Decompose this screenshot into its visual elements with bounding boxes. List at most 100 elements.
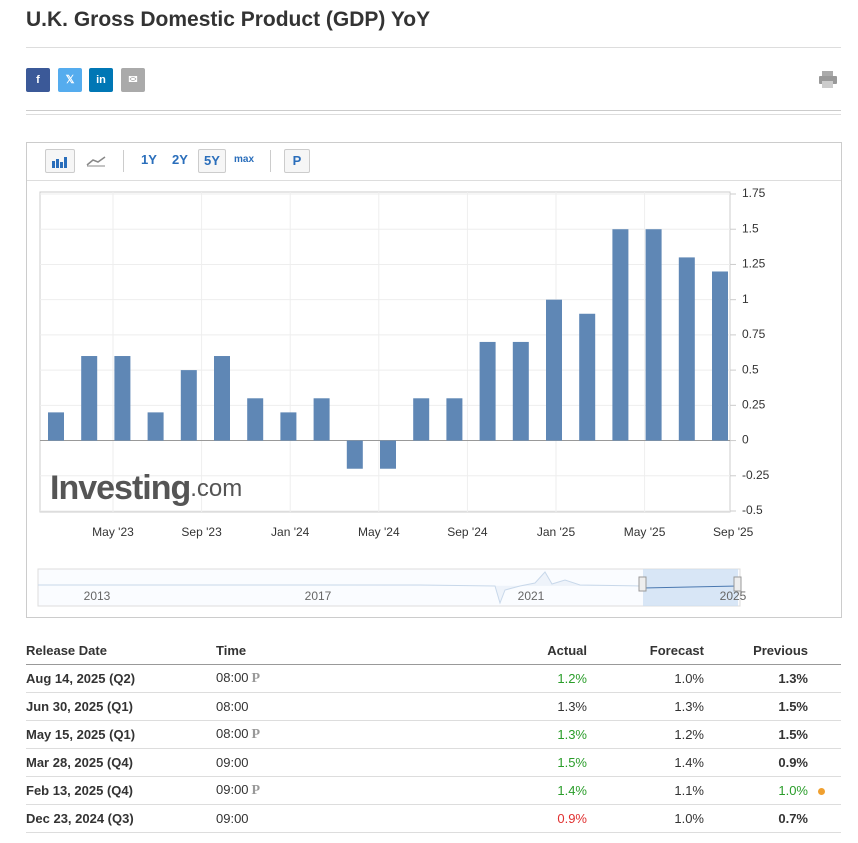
time: 08:00 [216,726,249,741]
bar [678,257,695,441]
y-tick-label: 0.75 [742,327,766,341]
watermark-domain: .com [190,475,242,502]
range-button[interactable]: max [233,154,254,165]
time-cell: 08:00 [216,692,416,721]
actual: 1.4% [416,776,587,805]
table-row: Jun 30, 2025 (Q1) 08:00 1.3% 1.3% 1.5% [26,692,841,721]
bar [81,356,98,441]
y-tick-label: 1.5 [742,221,759,235]
revision-cell [808,720,841,749]
plot-frame [39,191,731,513]
linkedin-share[interactable]: in [89,68,113,92]
actual: 1.5% [416,748,587,777]
bar [114,356,131,441]
release-date: Dec 23, 2024 (Q3) [26,804,216,833]
y-tick-label: 1.75 [742,186,766,200]
print-icon[interactable] [818,70,838,90]
x-tick-label: May '23 [92,525,134,539]
email-share[interactable]: ✉ [121,68,145,92]
column-header: Time [216,637,416,665]
x-tick-label: May '25 [624,525,666,539]
time: 09:00 [216,811,249,826]
bar [446,398,463,441]
x-tick-label: Jan '25 [537,525,576,539]
navigator-handle[interactable] [733,576,742,592]
navigator-series [38,571,641,605]
previous: 1.0% [704,776,808,805]
separator [270,150,271,172]
forecast: 1.3% [587,692,704,721]
table-row: Dec 23, 2024 (Q3) 09:00 0.9% 1.0% 0.7% [26,804,841,833]
column-header: Release Date [26,637,216,665]
time-cell: 09:00 P [216,776,416,805]
time-cell: 09:00 [216,804,416,833]
bar-chart-button[interactable] [45,149,75,173]
column-header: Forecast [587,637,704,665]
p-button[interactable]: P [284,149,310,173]
time: 08:00 [216,699,249,714]
forecast: 1.4% [587,748,704,777]
time-cell: 08:00 P [216,720,416,749]
separator [123,150,124,172]
page-title: U.K. Gross Domestic Product (GDP) YoY [26,8,431,31]
table-body: Aug 14, 2025 (Q2) 08:00 P 1.2% 1.0% 1.3% Jun 3… [26,664,841,833]
navigator-label: 2013 [84,589,111,603]
bar [346,440,363,469]
navigator-label: 2021 [518,589,545,603]
navigator-label: 2017 [305,589,332,603]
line-chart-button[interactable] [82,149,110,171]
table-row: Mar 28, 2025 (Q4) 09:00 1.5% 1.4% 0.9% [26,748,841,777]
table-row: Aug 14, 2025 (Q2) 08:00 P 1.2% 1.0% 1.3% [26,664,841,693]
y-tick-label: -0.5 [742,503,763,517]
forecast: 1.0% [587,664,704,693]
time: 09:00 [216,755,249,770]
bar [380,440,396,469]
time-cell: 08:00 P [216,664,416,693]
data-table: Release Date Time Actual Forecast Previo… [26,637,841,833]
range-button[interactable]: 2Y [172,152,188,167]
bar [280,412,297,441]
facebook-share[interactable]: f [26,68,50,92]
column-header: Previous [704,637,808,665]
revision-cell [808,692,841,721]
previous: 0.7% [704,804,808,833]
bar [512,341,529,441]
twitter-share[interactable]: 𝕏 [58,68,82,92]
actual: 1.3% [416,692,587,721]
table-header-row: Release Date Time Actual Forecast Previo… [26,637,841,665]
table-row: Feb 13, 2025 (Q4) 09:00 P 1.4% 1.1% 1.0% [26,776,841,805]
revision-cell [808,664,841,693]
revision-cell [808,804,841,833]
revision-dot [818,788,825,795]
preliminary-icon: P [251,783,261,798]
release-date: Aug 14, 2025 (Q2) [26,664,216,693]
watermark: Investing.com [50,469,242,507]
y-tick-label: 0.5 [742,362,759,376]
divider [26,110,841,111]
y-tick-label: 1 [742,292,749,306]
navigator-label: 2025 [720,589,747,603]
x-tick-label: Jan '24 [271,525,310,539]
navigator-handle[interactable] [638,576,647,592]
bar [247,398,264,441]
forecast: 1.0% [587,804,704,833]
previous: 0.9% [704,748,808,777]
divider [27,180,841,181]
y-tick-label: 1.25 [742,257,766,271]
bar [579,313,596,441]
forecast: 1.2% [587,720,704,749]
release-date: May 15, 2025 (Q1) [26,720,216,749]
previous: 1.3% [704,664,808,693]
bar [147,412,164,441]
range-button[interactable]: 5Y [198,149,226,173]
table-row: May 15, 2025 (Q1) 08:00 P 1.3% 1.2% 1.5% [26,720,841,749]
revision-cell [808,776,841,805]
bar [712,271,728,441]
bar [313,398,330,441]
y-tick-label: -0.25 [742,468,770,482]
navigator [37,568,741,607]
y-tick-label: 0.25 [742,398,766,412]
preliminary-icon: P [251,727,261,742]
range-button[interactable]: 1Y [141,152,157,167]
